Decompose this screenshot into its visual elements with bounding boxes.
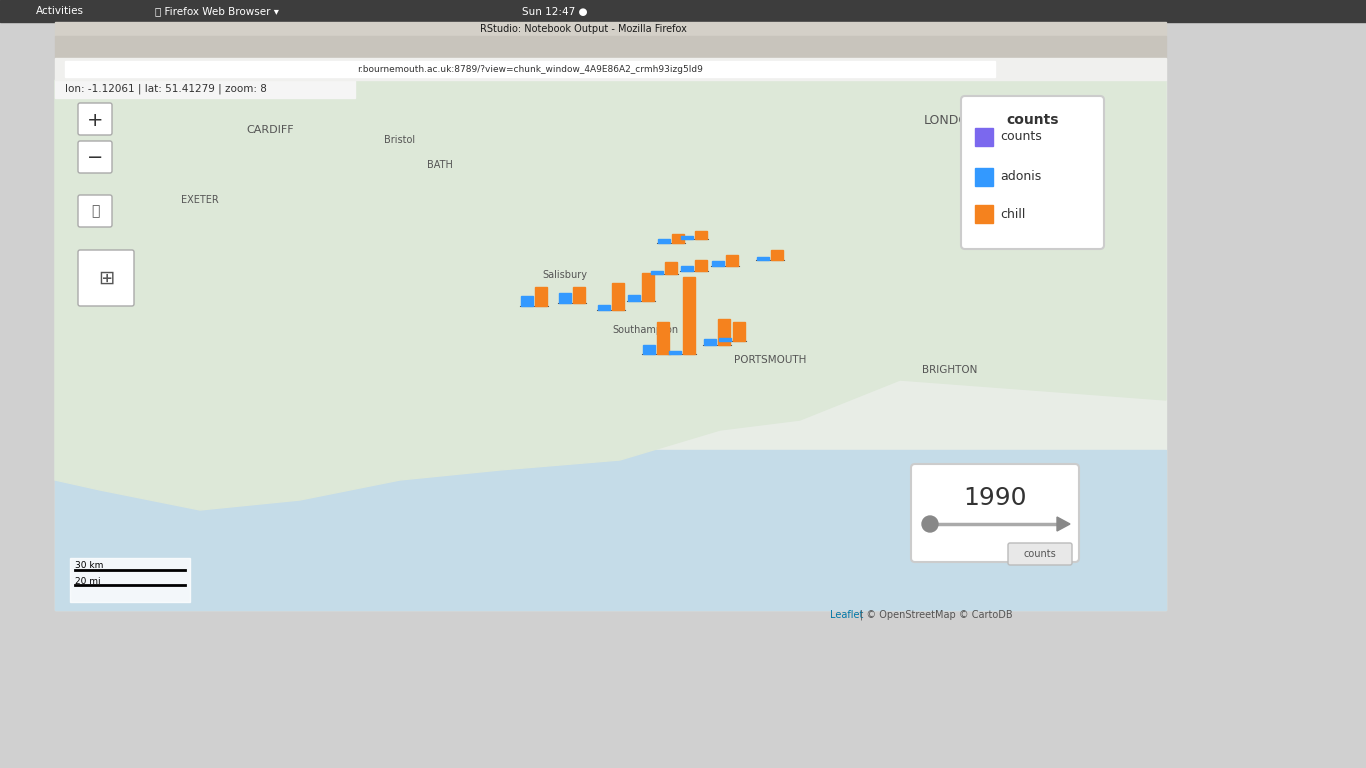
Text: ⊞: ⊞ [98,269,115,287]
Bar [669,351,682,354]
Text: 1990: 1990 [963,486,1027,510]
Bar [55,450,1167,610]
Text: Salisbury: Salisbury [542,270,587,280]
Bar [657,323,669,354]
FancyBboxPatch shape [911,464,1079,562]
Bar [734,323,746,342]
FancyBboxPatch shape [78,195,112,227]
Bar [55,80,1167,610]
Text: Bristol: Bristol [384,135,415,145]
Bar [522,296,533,306]
Bar [55,22,1167,36]
Bar [682,266,693,271]
Bar [55,36,1167,58]
Text: LONDO: LONDO [923,114,968,127]
Bar [975,128,993,146]
Bar [665,262,676,274]
Bar [597,306,609,310]
Text: r.bournemouth.ac.uk:8789/?view=chunk_window_4A9E86A2_crmh93izg5ld9: r.bournemouth.ac.uk:8789/?view=chunk_win… [357,65,703,74]
Text: PORTSMOUTH: PORTSMOUTH [734,355,806,365]
Bar [642,273,654,301]
Text: counts: counts [1000,131,1042,144]
Bar [66,61,994,77]
Bar [695,260,708,271]
Bar [643,345,656,354]
Text: Leaflet: Leaflet [831,610,863,620]
Bar [682,237,693,239]
Text: adonis: adonis [1000,170,1041,184]
FancyBboxPatch shape [78,141,112,173]
Text: BATH: BATH [428,160,454,170]
Text: CARDIFF: CARDIFF [246,125,294,135]
Bar [975,205,993,223]
Text: 20 mi: 20 mi [75,577,101,585]
Bar [650,271,663,274]
Polygon shape [55,80,1167,510]
FancyBboxPatch shape [78,103,112,135]
Text: chill: chill [1000,207,1026,220]
Bar [672,233,684,243]
Text: Activities: Activities [36,6,83,16]
Text: EXETER: EXETER [182,195,219,205]
Bar [725,255,738,266]
Polygon shape [1057,517,1070,531]
Text: +: + [87,111,104,130]
Text: 🦊 Firefox Web Browser ▾: 🦊 Firefox Web Browser ▾ [154,6,279,16]
Text: lon: -1.12061 | lat: 51.41279 | zoom: 8: lon: -1.12061 | lat: 51.41279 | zoom: 8 [66,84,266,94]
Text: Sun 12:47 ●: Sun 12:47 ● [522,7,587,17]
Bar [574,287,586,303]
Bar [757,257,769,260]
FancyBboxPatch shape [1008,543,1072,565]
Bar [720,338,731,342]
FancyBboxPatch shape [78,250,134,306]
Text: Southampton: Southampton [612,325,678,335]
Text: counts: counts [1007,113,1059,127]
Text: RStudio: Notebook Output - Mozilla Firefox: RStudio: Notebook Output - Mozilla Firef… [479,24,687,34]
Text: BRIGHTON: BRIGHTON [922,365,978,375]
Bar [719,319,729,345]
Text: −: − [87,148,104,167]
Bar [0,0,1366,22]
Text: 30 km: 30 km [75,561,104,571]
Bar [55,80,355,98]
Bar [535,287,548,306]
Bar [658,239,671,243]
Bar [772,250,783,260]
Bar [612,283,623,310]
Bar [55,58,1167,80]
Circle shape [922,516,938,532]
Bar [695,231,708,239]
Bar [703,339,716,345]
Bar [712,261,724,266]
Text: ⛶: ⛶ [90,204,100,218]
Bar [975,168,993,186]
Bar [628,295,639,301]
Bar [70,558,190,602]
Text: counts: counts [1023,549,1056,559]
FancyBboxPatch shape [962,96,1104,249]
Bar [683,276,695,354]
Bar [560,293,571,303]
Text: | © OpenStreetMap © CartoDB: | © OpenStreetMap © CartoDB [861,610,1012,621]
